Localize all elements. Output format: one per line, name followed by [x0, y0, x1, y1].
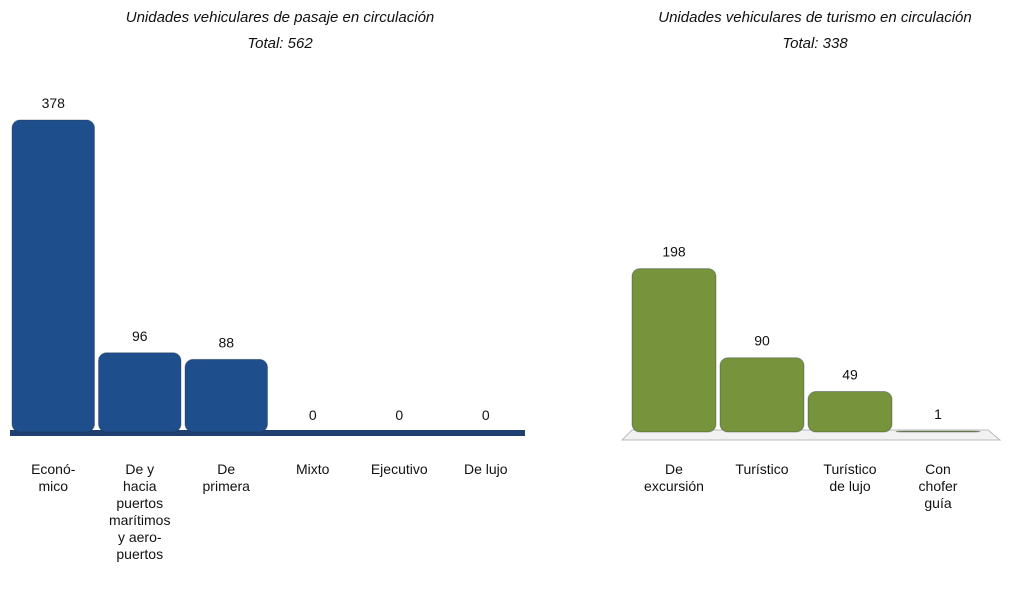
bar	[11, 119, 95, 433]
value-label: 0	[309, 407, 317, 423]
bar	[719, 357, 805, 433]
x-tick-label: Econó-mico	[31, 461, 76, 494]
x-tick-label: Mixto	[296, 461, 330, 477]
value-label: 378	[42, 95, 66, 111]
x-tick-label: Ejecutivo	[371, 461, 428, 477]
value-label: 49	[842, 367, 858, 383]
value-label: 0	[395, 407, 403, 423]
bar	[631, 268, 717, 433]
value-label: 90	[754, 333, 770, 349]
chart-title: Unidades vehiculares de turismo en circu…	[658, 9, 972, 26]
bar	[807, 391, 893, 433]
x-tick-label: De y hacia puertos marítimos y aero-puertos	[109, 461, 170, 562]
value-label: 96	[132, 328, 148, 344]
x-tick-label: Turístico	[735, 461, 788, 477]
value-label: 0	[482, 407, 490, 423]
floor	[10, 430, 525, 436]
x-tick-label: De primera	[203, 461, 251, 494]
bar	[895, 430, 981, 433]
bar	[98, 352, 182, 433]
chart-title: Unidades vehiculares de pasaje en circul…	[126, 9, 435, 26]
chart-subtitle: Total: 562	[247, 35, 313, 52]
x-tick-label: De lujo	[464, 461, 508, 477]
x-tick-label: De excursión	[644, 461, 704, 494]
value-label: 88	[218, 334, 234, 350]
bar	[184, 358, 268, 433]
floor	[620, 429, 1002, 441]
value-label: 1	[934, 406, 942, 422]
chart-subtitle: Total: 338	[782, 35, 848, 52]
x-tick-label: Con chofer guía	[919, 461, 958, 511]
value-label: 198	[662, 244, 686, 260]
x-tick-label: Turístico de lujo	[823, 461, 876, 494]
